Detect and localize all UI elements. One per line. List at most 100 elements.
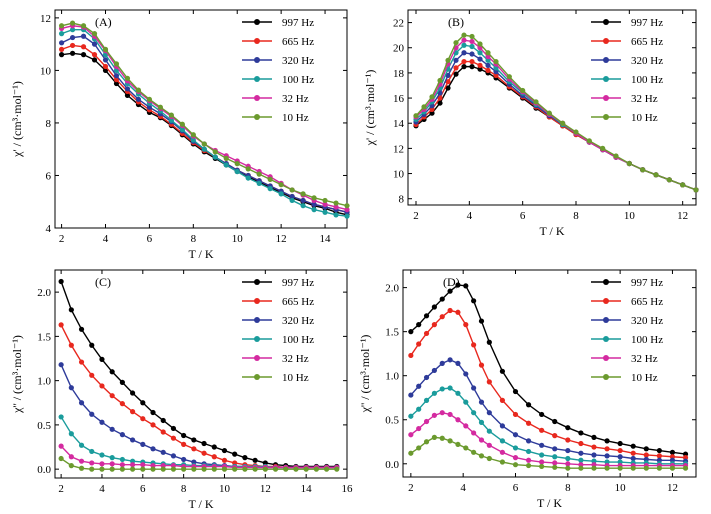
data-point (150, 422, 156, 428)
data-point (129, 409, 136, 415)
data-point (78, 400, 85, 406)
legend-item: 665 Hz (242, 36, 314, 48)
data-point (89, 342, 95, 348)
data-point (223, 155, 229, 161)
data-point (478, 437, 485, 443)
data-point (78, 359, 85, 365)
data-point (445, 79, 451, 85)
legend-label: 665 Hz (631, 296, 663, 308)
data-point (471, 410, 477, 416)
data-point (485, 62, 491, 68)
data-point (191, 437, 197, 443)
y-tick-label: 18 (393, 68, 405, 80)
data-point (102, 63, 109, 70)
data-point (140, 441, 146, 447)
data-point (586, 138, 592, 144)
panel-label: (A) (95, 15, 112, 29)
x-tick-label: 6 (140, 483, 146, 495)
data-point (416, 322, 422, 328)
x-tick-label: 4 (99, 483, 105, 495)
x-axis-label: T / K (188, 497, 213, 511)
data-point (58, 40, 65, 46)
legend-label: 997 Hz (631, 17, 663, 29)
data-point (119, 432, 125, 438)
data-point (469, 33, 475, 40)
legend-item: 100 Hz (242, 334, 314, 346)
legend-label: 997 Hz (282, 17, 314, 29)
data-point (431, 367, 437, 374)
data-point (565, 455, 571, 462)
x-axis-label: T / K (188, 247, 213, 261)
data-point (643, 446, 649, 452)
data-point (431, 322, 437, 328)
y-tick-label: 8 (46, 118, 52, 130)
legend-item: 997 Hz (591, 17, 663, 29)
data-point (80, 44, 87, 50)
data-point (89, 411, 95, 417)
data-point (109, 461, 115, 467)
data-point (431, 412, 437, 418)
data-point (656, 447, 662, 454)
data-point (119, 456, 125, 463)
data-point (565, 447, 571, 454)
data-point (313, 466, 319, 472)
data-point (539, 411, 545, 418)
data-point (311, 207, 317, 213)
data-point (223, 162, 229, 168)
data-point (242, 455, 248, 461)
data-point (408, 413, 414, 419)
legend-item: 32 Hz (242, 93, 309, 105)
data-point (58, 46, 65, 52)
data-point (58, 52, 65, 58)
data-point (344, 213, 350, 219)
data-point (578, 440, 584, 447)
legend-label: 10 Hz (282, 372, 309, 384)
y-tick-label: 1.5 (385, 327, 399, 339)
data-point (539, 463, 545, 470)
data-point (493, 69, 499, 75)
legend-label: 100 Hz (631, 334, 663, 346)
data-point (578, 430, 584, 436)
data-point (437, 95, 443, 101)
data-point (463, 445, 469, 451)
data-point (99, 461, 105, 467)
legend-marker (603, 76, 609, 82)
legend-item: 665 Hz (242, 296, 314, 308)
data-point (439, 386, 445, 392)
data-point (170, 425, 177, 432)
data-point (478, 318, 485, 324)
data-point (533, 99, 539, 105)
data-point (78, 465, 85, 471)
legend-label: 100 Hz (631, 74, 663, 86)
data-point (68, 463, 74, 469)
data-point (416, 445, 422, 451)
x-tick-label: 8 (573, 210, 579, 222)
data-point (256, 171, 262, 177)
x-tick-label: 10 (232, 233, 244, 245)
y-tick-label: 1.5 (37, 331, 51, 343)
legend-marker (603, 57, 609, 63)
panel-label: (B) (448, 15, 464, 29)
data-point (630, 450, 636, 456)
data-point (283, 466, 289, 472)
data-point (591, 444, 597, 450)
data-point (311, 201, 317, 207)
data-point (453, 57, 459, 63)
x-tick-label: 2 (408, 482, 414, 494)
data-point (429, 110, 435, 116)
data-point (437, 100, 443, 106)
data-point (423, 374, 430, 381)
series-10-hz (408, 434, 689, 471)
legend-label: 320 Hz (631, 315, 663, 327)
data-point (129, 462, 136, 468)
data-point (201, 440, 207, 447)
legend-item: 320 Hz (242, 55, 314, 67)
y-tick-label: 0.5 (385, 415, 399, 427)
data-point (604, 465, 610, 471)
data-point (102, 57, 109, 63)
data-point (201, 146, 207, 152)
legend-label: 320 Hz (282, 55, 314, 67)
data-point (578, 450, 584, 456)
data-point (58, 414, 64, 420)
legend-marker (254, 19, 260, 25)
